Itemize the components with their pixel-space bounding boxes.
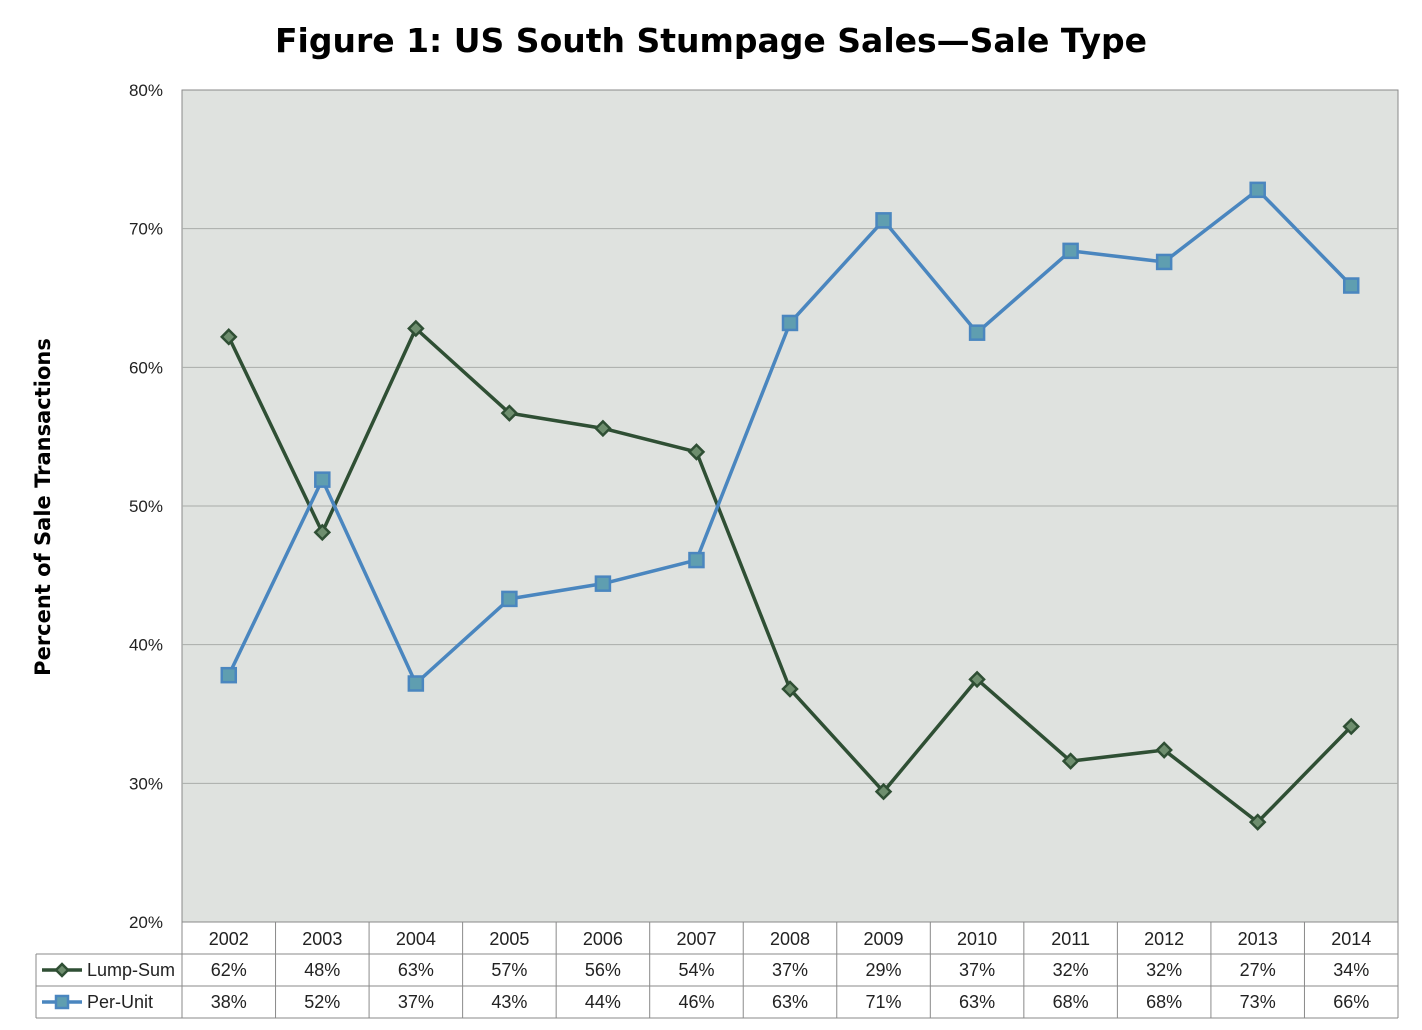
data-point-lump-sum bbox=[1155, 741, 1173, 759]
data-point-per-unit bbox=[688, 551, 705, 569]
table-cell-value: 48% bbox=[304, 960, 340, 980]
data-point-lump-sum bbox=[968, 670, 986, 689]
legend-marker-lump-sum bbox=[54, 962, 70, 978]
table-cell-value: 56% bbox=[585, 960, 621, 980]
table-cell-value: 44% bbox=[585, 992, 621, 1012]
x-tick-label: 2006 bbox=[583, 929, 623, 949]
table-cell-value: 29% bbox=[866, 960, 902, 980]
x-tick-label: 2010 bbox=[957, 929, 997, 949]
data-point-lump-sum bbox=[407, 319, 425, 338]
table-cell-value: 37% bbox=[398, 992, 434, 1012]
y-tick-label: 50% bbox=[129, 497, 163, 516]
data-point-lump-sum bbox=[594, 419, 612, 438]
y-tick-label: 20% bbox=[129, 913, 163, 932]
table-cell-value: 62% bbox=[211, 960, 247, 980]
data-point-per-unit bbox=[314, 471, 331, 488]
x-tick-label: 2004 bbox=[396, 929, 436, 949]
data-point-per-unit bbox=[875, 212, 892, 229]
y-tick-label: 80% bbox=[129, 81, 163, 100]
table-cell-value: 71% bbox=[866, 992, 902, 1012]
table-cell-value: 34% bbox=[1333, 960, 1369, 980]
table-cell-value: 38% bbox=[211, 992, 247, 1012]
data-point-per-unit bbox=[220, 666, 238, 684]
x-tick-label: 2005 bbox=[489, 929, 529, 949]
y-tick-label: 30% bbox=[129, 774, 163, 793]
x-tick-label: 2009 bbox=[864, 929, 904, 949]
table-cell-value: 37% bbox=[772, 960, 808, 980]
data-point-lump-sum bbox=[1248, 813, 1267, 831]
y-axis-ticks: 20% 30% 40% 50% 60% 70% 80% bbox=[129, 81, 163, 932]
gridlines bbox=[182, 228, 1398, 784]
series-lines bbox=[220, 181, 1360, 831]
table-cell-value: 68% bbox=[1146, 992, 1182, 1012]
table-cell-value: 32% bbox=[1146, 960, 1182, 980]
data-point-per-unit bbox=[501, 590, 518, 608]
data-point-per-unit bbox=[781, 314, 799, 332]
y-tick-label: 70% bbox=[129, 220, 163, 239]
x-tick-label: 2003 bbox=[302, 929, 342, 949]
data-point-per-unit bbox=[1249, 181, 1266, 199]
chart-title: Figure 1: US South Stumpage Sales—Sale T… bbox=[275, 21, 1147, 60]
data-point-lump-sum bbox=[687, 443, 706, 461]
table-cell-value: 63% bbox=[398, 960, 434, 980]
table-cell-value: 66% bbox=[1333, 992, 1369, 1012]
data-point-per-unit bbox=[1342, 277, 1360, 294]
table-cell-value: 63% bbox=[772, 992, 808, 1012]
table-cell-value: 27% bbox=[1240, 960, 1276, 980]
table-cell-value: 37% bbox=[959, 960, 995, 980]
data-table: 2002 2003 2004 2005 2006 2007 2008 2009 2010 2011… bbox=[35, 922, 1399, 1019]
data-point-per-unit bbox=[968, 324, 986, 341]
table-cell-value: 73% bbox=[1240, 992, 1276, 1012]
table-cell-value: 46% bbox=[678, 992, 714, 1012]
data-point-per-unit bbox=[594, 575, 612, 592]
table-cell-value: 54% bbox=[678, 960, 714, 980]
table-cell-value: 32% bbox=[1053, 960, 1089, 980]
y-tick-label: 60% bbox=[129, 358, 163, 377]
data-point-lump-sum bbox=[500, 404, 519, 422]
data-point-lump-sum bbox=[220, 328, 238, 346]
table-cell-value: 43% bbox=[491, 992, 527, 1012]
data-point-lump-sum bbox=[781, 680, 799, 698]
data-point-per-unit bbox=[1062, 242, 1079, 260]
y-axis-label: Percent of Sale Transactions bbox=[31, 338, 55, 676]
x-tick-label: 2012 bbox=[1144, 929, 1184, 949]
legend-label-lump-sum: Lump-Sum bbox=[87, 960, 175, 980]
table-cell-value: 63% bbox=[959, 992, 995, 1012]
data-point-per-unit bbox=[1155, 253, 1173, 271]
data-point-lump-sum bbox=[874, 782, 893, 801]
legend-label-per-unit: Per-Unit bbox=[87, 992, 153, 1012]
table-cell-value: 57% bbox=[491, 960, 527, 980]
x-tick-label: 2013 bbox=[1238, 929, 1278, 949]
legend-marker-per-unit bbox=[54, 994, 70, 1010]
data-point-lump-sum bbox=[1342, 717, 1360, 736]
data-point-lump-sum bbox=[1061, 752, 1080, 770]
y-tick-label: 40% bbox=[129, 636, 163, 655]
table-cell-value: 68% bbox=[1053, 992, 1089, 1012]
x-tick-label: 2008 bbox=[770, 929, 810, 949]
data-point-lump-sum bbox=[313, 523, 332, 542]
x-tick-label: 2014 bbox=[1331, 929, 1371, 949]
x-tick-label: 2011 bbox=[1051, 929, 1090, 949]
x-tick-label: 2002 bbox=[209, 929, 249, 949]
x-tick-label: 2007 bbox=[676, 929, 716, 949]
data-point-per-unit bbox=[407, 675, 425, 692]
table-cell-value: 52% bbox=[304, 992, 340, 1012]
